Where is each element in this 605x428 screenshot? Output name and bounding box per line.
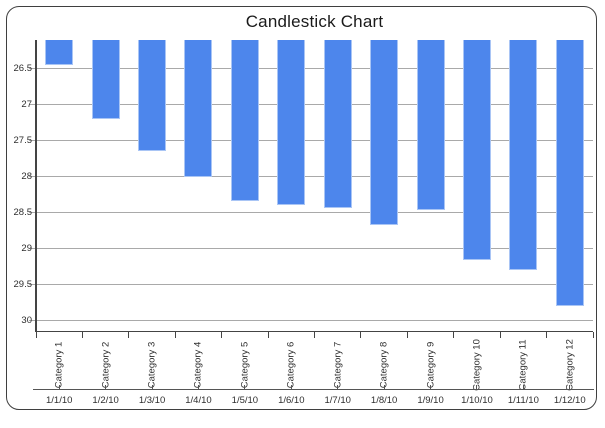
y-axis-tick: [29, 212, 36, 214]
x-axis-boundary-tick: [267, 331, 269, 339]
chart-title: Candlestick Chart: [245, 12, 384, 31]
date-label: 1/10/10: [461, 394, 493, 406]
date-label: 1/9/10: [417, 394, 444, 406]
x-axis-boundary-tick: [221, 331, 223, 339]
candlestick-bar-3[interactable]: [138, 39, 167, 152]
x-axis-boundary-tick: [406, 331, 408, 339]
chart-widget-border: [6, 6, 597, 410]
x-axis-boundary-tick: [35, 331, 37, 339]
y-axis-label: 28: [21, 171, 32, 183]
y-axis-tick: [29, 103, 36, 105]
candlestick-bar-2[interactable]: [91, 39, 120, 119]
x-axis-boundary-tick: [592, 331, 594, 339]
y-axis-label: 29.5: [13, 279, 33, 291]
date-axis-tick: [383, 384, 385, 389]
category-label: Category 3: [146, 341, 158, 389]
date-axis-tick: [244, 384, 246, 389]
date-axis-tick: [105, 384, 107, 389]
category-label: Category 4: [192, 341, 204, 389]
category-label: Category 9: [425, 341, 437, 389]
category-label: Category 11: [517, 339, 529, 391]
x-axis-boundary-tick: [81, 331, 83, 339]
date-axis-tick: [522, 384, 524, 389]
category-label: Category 7: [332, 341, 344, 389]
y-axis-tick: [29, 176, 36, 178]
date-label: 1/2/10: [92, 394, 119, 406]
date-label: 1/5/10: [231, 394, 259, 406]
date-axis-tick: [151, 384, 153, 389]
date-axis-tick: [58, 384, 60, 389]
x-axis-boundary-tick: [546, 331, 548, 339]
category-label: Category 2: [100, 341, 112, 389]
y-axis-tick: [29, 320, 36, 322]
x-axis-boundary-tick: [453, 331, 455, 339]
category-label: Category 1: [53, 341, 65, 389]
x-axis-boundary-tick: [314, 331, 315, 339]
candlestick-bar-8[interactable]: [370, 39, 399, 225]
date-axis-line: [33, 389, 594, 390]
candlestick-bar-4[interactable]: [184, 39, 213, 177]
date-axis-tick: [337, 384, 339, 389]
candlestick-bar-11[interactable]: [509, 39, 538, 270]
date-label: 1/8/10: [370, 394, 398, 406]
y-axis-label: 26.5: [13, 62, 33, 74]
y-axis-tick: [29, 67, 36, 69]
y-axis-tick: [29, 248, 36, 250]
y-axis-label: 30: [21, 315, 32, 327]
category-label: Category 8: [378, 341, 390, 389]
candlestick-bar-1[interactable]: [45, 39, 74, 65]
date-label: 1/1/10: [45, 394, 73, 406]
candlestick-bar-6[interactable]: [277, 39, 306, 205]
date-label: 1/12/10: [553, 394, 586, 406]
y-gridline: [36, 140, 593, 141]
y-axis-tick: [29, 140, 36, 141]
y-gridline: [36, 67, 593, 69]
y-gridline: [36, 103, 593, 105]
y-axis-label: 27.5: [13, 135, 33, 146]
category-label: Category 5: [239, 341, 251, 389]
y-gridline: [36, 284, 593, 286]
x-axis-boundary-tick: [128, 331, 130, 339]
y-gridline: [36, 176, 593, 178]
x-axis-boundary-tick: [499, 331, 501, 339]
category-label: Category 10: [471, 339, 483, 391]
y-axis-label: 27: [21, 98, 32, 110]
y-gridline: [36, 212, 593, 214]
candlestick-bar-10[interactable]: [462, 39, 491, 260]
date-axis-tick: [290, 384, 292, 389]
date-label: 1/3/10: [138, 394, 166, 406]
date-label: 1/6/10: [278, 394, 305, 406]
y-gridline: [36, 320, 593, 322]
date-label: 1/7/10: [324, 394, 351, 406]
y-axis-label: 29: [21, 243, 32, 255]
x-axis-boundary-tick: [360, 331, 362, 339]
date-axis-tick: [476, 384, 478, 389]
y-axis-tick: [29, 284, 36, 286]
date-axis-tick: [569, 384, 571, 389]
date-axis-tick: [197, 384, 199, 389]
category-label: Category 12: [564, 339, 576, 391]
candlestick-bar-12[interactable]: [555, 39, 584, 307]
date-label: 1/4/10: [185, 394, 212, 406]
candlestick-bar-9[interactable]: [416, 39, 445, 211]
y-gridline: [36, 248, 593, 250]
y-axis-line: [35, 39, 37, 332]
category-label: Category 6: [285, 341, 297, 389]
date-axis-tick: [430, 384, 432, 389]
candlestick-bar-7[interactable]: [323, 39, 352, 208]
date-label: 1/11/10: [507, 394, 539, 406]
candlestick-bar-5[interactable]: [230, 39, 259, 202]
y-axis-label: 28.5: [13, 207, 33, 219]
x-axis-boundary-tick: [174, 331, 176, 339]
